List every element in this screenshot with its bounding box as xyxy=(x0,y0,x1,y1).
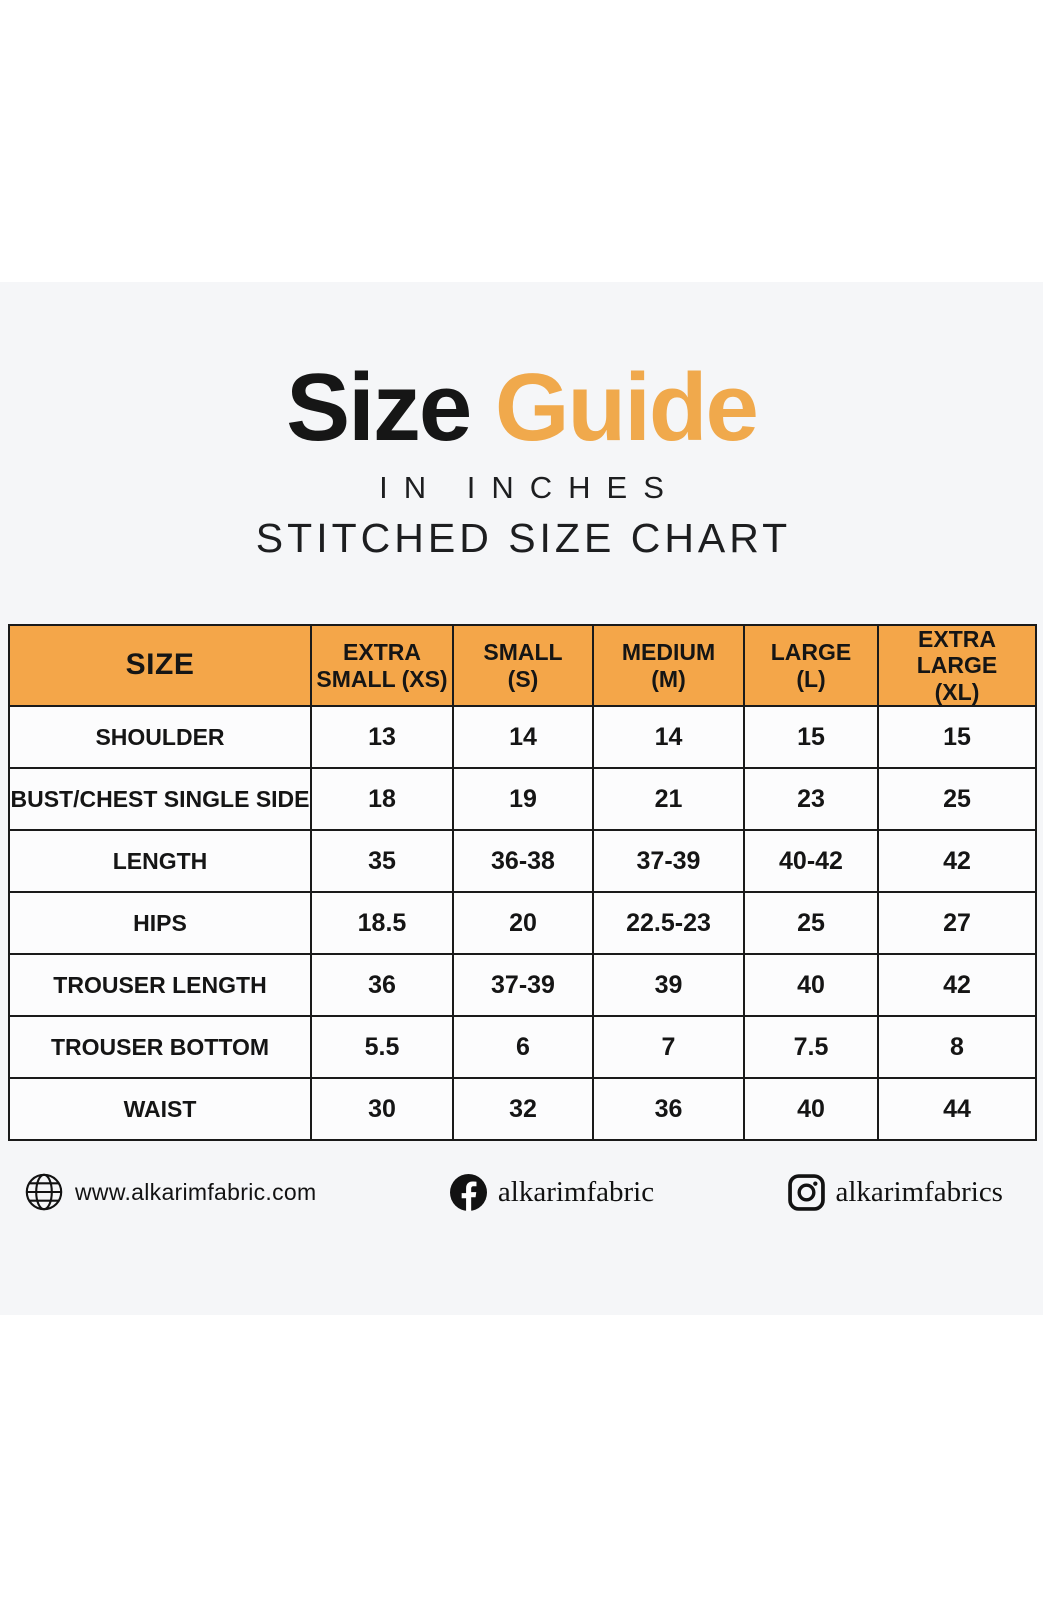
size-table: SIZE EXTRA SMALL (XS) SMALL (S) MEDIUM (M) L… xyxy=(8,623,1037,1142)
globe-icon xyxy=(24,1172,64,1212)
table-row: BUST/CHEST SINGLE SIDE 18 19 21 23 25 xyxy=(8,767,1037,832)
size-value: 6 xyxy=(452,1015,594,1080)
title-block: Size Guide IN INCHES STITCHED SIZE CHART xyxy=(0,360,1043,562)
title-word-size: Size xyxy=(286,354,472,461)
instagram-contact: alkarimfabrics xyxy=(787,1173,1003,1211)
size-table-body: SHOULDER 13 14 14 15 15 BUST/CHEST SINGLE SIDE… xyxy=(8,705,1037,1142)
size-value: 37-39 xyxy=(592,829,745,894)
size-table-header-row: SIZE EXTRA SMALL (XS) SMALL (S) MEDIUM (M) L… xyxy=(8,623,1037,708)
size-value: 23 xyxy=(743,767,879,832)
row-label: TROUSER BOTTOM xyxy=(8,1015,312,1080)
size-value: 22.5-23 xyxy=(592,891,745,956)
size-value: 13 xyxy=(310,705,454,770)
row-label: HIPS xyxy=(8,891,312,956)
instagram-handle: alkarimfabrics xyxy=(835,1175,1003,1208)
column-header: SMALL (S) xyxy=(452,623,594,708)
size-value: 40 xyxy=(743,1077,879,1142)
size-value: 40-42 xyxy=(743,829,879,894)
size-value: 44 xyxy=(877,1077,1037,1142)
row-label: BUST/CHEST SINGLE SIDE xyxy=(8,767,312,832)
size-value: 37-39 xyxy=(452,953,594,1018)
column-header: EXTRA SMALL (XS) xyxy=(310,623,454,708)
table-row: SHOULDER 13 14 14 15 15 xyxy=(8,705,1037,770)
title-word-guide: Guide xyxy=(494,354,759,461)
table-row: LENGTH 35 36-38 37-39 40-42 42 xyxy=(8,829,1037,894)
size-value: 21 xyxy=(592,767,745,832)
website-contact: www.alkarimfabric.com xyxy=(24,1172,316,1212)
column-header: EXTRA LARGE (XL) xyxy=(877,623,1037,708)
table-row: TROUSER BOTTOM 5.5 6 7 7.5 8 xyxy=(8,1015,1037,1080)
facebook-handle: alkarimfabric xyxy=(497,1175,655,1208)
size-column-header: SIZE xyxy=(8,623,312,708)
row-label: LENGTH xyxy=(8,829,312,894)
row-label: WAIST xyxy=(8,1077,312,1142)
column-header: MEDIUM (M) xyxy=(592,623,745,708)
size-value: 36 xyxy=(592,1077,745,1142)
size-value: 7 xyxy=(592,1015,745,1080)
row-label: TROUSER LENGTH xyxy=(8,953,312,1018)
size-value: 15 xyxy=(877,705,1037,770)
size-value: 18.5 xyxy=(310,891,454,956)
footer: www.alkarimfabric.com alkarimfabric xyxy=(0,1168,1043,1216)
size-value: 18 xyxy=(310,767,454,832)
table-row: TROUSER LENGTH 36 37-39 39 40 42 xyxy=(8,953,1037,1018)
size-value: 42 xyxy=(877,829,1037,894)
size-value: 27 xyxy=(877,891,1037,956)
size-value: 7.5 xyxy=(743,1015,879,1080)
size-value: 14 xyxy=(452,705,594,770)
subtitle-in-inches: IN INCHES xyxy=(379,470,680,505)
subtitle-stitched-size-chart: STITCHED SIZE CHART xyxy=(255,515,792,561)
size-value: 36 xyxy=(310,953,454,1018)
table-row: HIPS 18.5 20 22.5-23 25 27 xyxy=(8,891,1037,956)
website-url: www.alkarimfabric.com xyxy=(75,1178,317,1205)
size-value: 25 xyxy=(877,767,1037,832)
size-value: 40 xyxy=(743,953,879,1018)
size-value: 20 xyxy=(452,891,594,956)
size-value: 39 xyxy=(592,953,745,1018)
size-value: 19 xyxy=(452,767,594,832)
page-title: Size Guide xyxy=(0,360,1043,456)
size-value: 42 xyxy=(877,953,1037,1018)
size-value: 8 xyxy=(877,1015,1037,1080)
size-value: 30 xyxy=(310,1077,454,1142)
size-value: 5.5 xyxy=(310,1015,454,1080)
size-value: 35 xyxy=(310,829,454,894)
size-value: 14 xyxy=(592,705,745,770)
facebook-contact: alkarimfabric xyxy=(449,1173,655,1211)
row-label: SHOULDER xyxy=(8,705,312,770)
content-band: Size Guide IN INCHES STITCHED SIZE CHART… xyxy=(0,282,1043,1315)
column-header: LARGE (L) xyxy=(743,623,879,708)
size-value: 15 xyxy=(743,705,879,770)
instagram-icon xyxy=(787,1173,825,1211)
facebook-icon xyxy=(449,1173,487,1211)
size-value: 25 xyxy=(743,891,879,956)
table-row: WAIST 30 32 36 40 44 xyxy=(8,1077,1037,1142)
size-value: 36-38 xyxy=(452,829,594,894)
size-value: 32 xyxy=(452,1077,594,1142)
